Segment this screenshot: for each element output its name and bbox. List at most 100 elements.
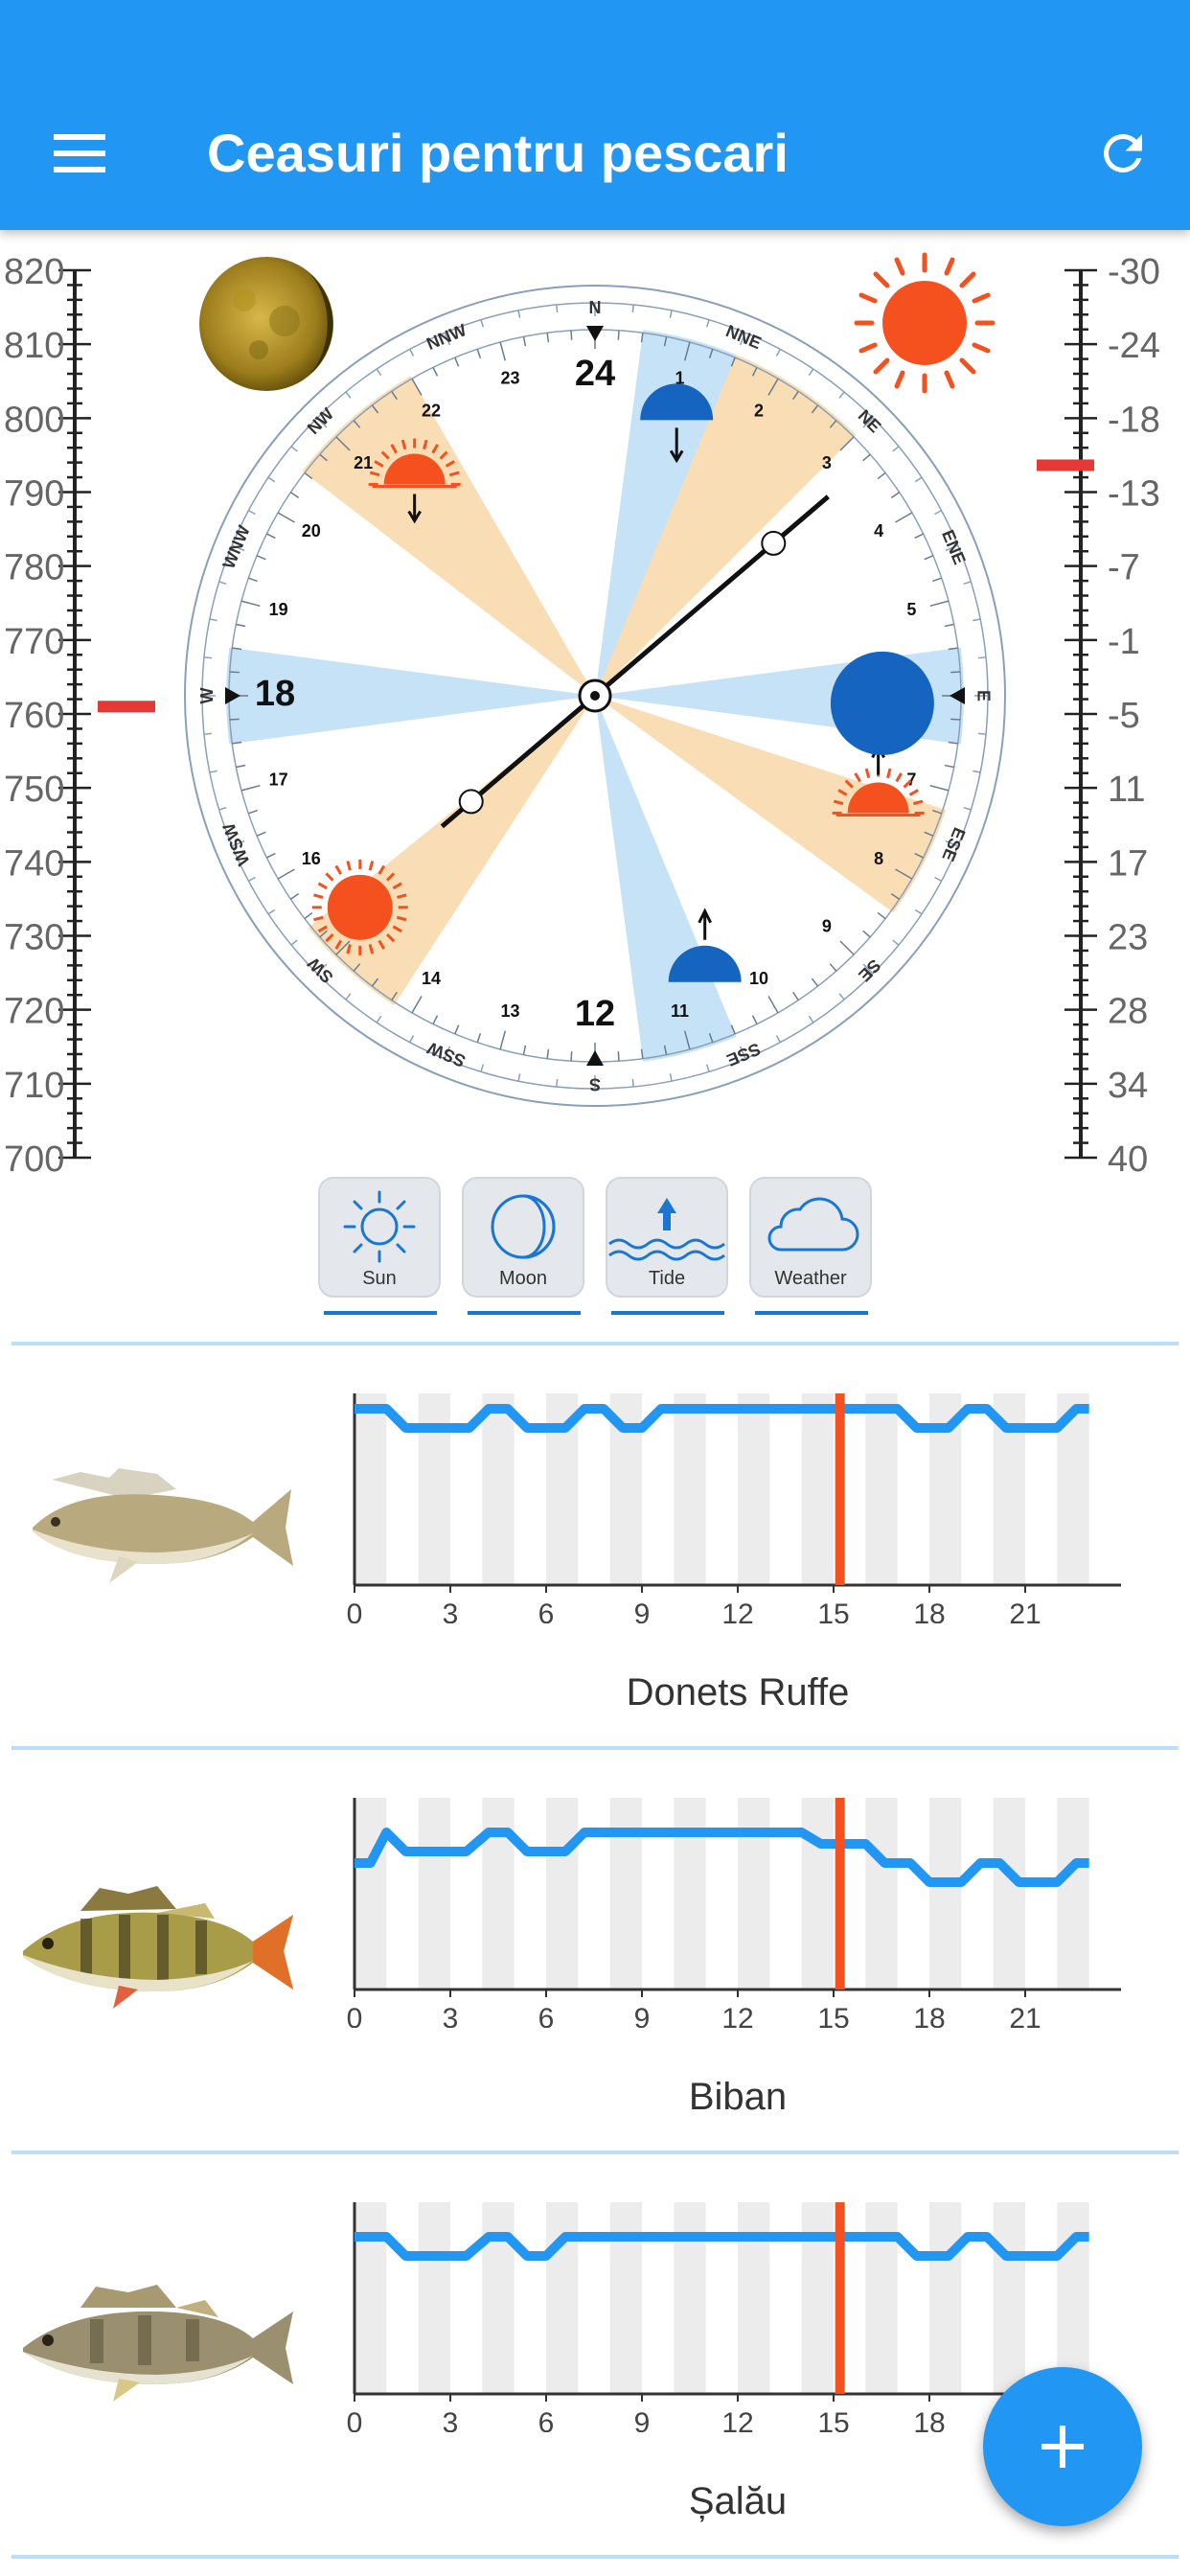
sun-ray [431,444,439,454]
compass-tick [945,544,959,552]
compass-tick [248,510,256,516]
compass-tick [316,417,328,428]
hour-tick [877,911,886,920]
compass-tick [705,1064,710,1072]
hour-label: 16 [302,849,321,868]
sun-ray [886,768,892,779]
hour-tick [371,978,379,987]
hour-tick [256,831,266,837]
compass-tick [345,993,352,1000]
toggle-weather-indicator [755,1311,868,1315]
sun-ray [385,872,396,882]
clock-hand-marker [761,530,787,556]
toggle-moon[interactable]: Moon [462,1177,584,1298]
compass-tick [316,963,328,975]
toggle-moon-label: Moon [498,1268,548,1289]
sun-ray [368,861,375,871]
hour-band [801,2202,834,2394]
hour-tick [924,555,934,561]
pressure-scale: 820 810 800 790 780 770 760 750 740 730 720 710 700 [4,252,155,1180]
compass-tick [409,349,415,356]
compass-tick [444,332,451,346]
fish-card[interactable]: 0 3 6 9 12 15 18 21 Donets Ruffe [0,1346,1190,1738]
moonset-icon [640,383,714,464]
compass-tick [892,446,900,452]
hour-label: 17 [269,770,288,789]
x-tick-label: 12 [721,1598,753,1623]
compass-tick [705,319,710,328]
compass-tick [945,840,959,847]
x-tick-label: 3 [443,2407,459,2432]
hour-band [865,1393,898,1585]
hour-tick [708,349,714,358]
hour-band [1057,1798,1089,1990]
scale-label: 730 [4,918,64,958]
hour-label: 21 [354,453,373,472]
divider [11,1342,1179,1346]
refresh-button[interactable] [1083,113,1163,194]
hour-tick [570,1051,573,1062]
sun-ray [864,768,871,779]
x-tick-label: 15 [817,2407,849,2432]
compass-tick [838,391,845,399]
hour-tick [476,349,482,358]
compass-tick [444,1046,451,1060]
scale-label: -5 [1108,696,1140,736]
sun-ray [908,789,919,796]
sun-ray [380,450,390,460]
tide-icon [608,1198,725,1261]
sun-ray [325,872,334,882]
hour-tick [948,647,958,651]
hour-tick [454,1024,460,1035]
compass-tick [409,1035,415,1043]
compass-tick [775,1035,781,1043]
toggle-weather[interactable]: Weather [749,1177,872,1298]
sun-ray [334,864,343,875]
moon-icon [830,651,934,755]
compass-tick [218,581,227,586]
toggle-tide[interactable]: Tide [606,1177,728,1298]
hour-tick [304,472,313,480]
sun-ray [854,772,861,783]
hour-tick [236,764,246,769]
hour-tick [353,963,361,972]
x-tick-label: 15 [817,1598,849,1623]
hour-tick [890,492,901,498]
hour-tick [232,647,242,651]
sun-ray [317,925,328,933]
clock-hand-marker [458,789,484,815]
clock-outer-ring [184,285,1006,1107]
scale-label: -7 [1108,548,1140,588]
compass-tick [480,1064,485,1072]
toggle-sun[interactable]: Sun [318,1177,441,1298]
sun-sector [302,376,595,696]
x-tick-label: 15 [817,2003,849,2028]
x-tick-label: 3 [443,2003,459,2028]
hour-tick [751,367,758,377]
sun-ray [317,882,328,890]
activity-chart: 0 3 6 9 12 15 18 21 [347,1393,1121,1623]
divider [11,1746,1179,1750]
scale-label: 780 [4,548,64,588]
scale-label: 28 [1108,992,1148,1032]
menu-button[interactable] [38,113,125,190]
hour-tick [767,996,779,1014]
hour-band [355,1393,387,1585]
hour-tick [683,1030,691,1050]
x-tick-label: 0 [347,2407,363,2432]
x-tick-label: 0 [347,1598,363,1623]
hour-label: 4 [874,521,883,540]
hour-tick [240,784,261,792]
sun-ray [445,460,455,468]
add-fish-button[interactable] [983,2367,1142,2526]
x-tick-label: 18 [913,2407,945,2432]
compass-tick [934,510,942,516]
hour-band [674,1393,706,1585]
fish-card[interactable]: 0 3 6 9 12 15 18 21 Biban [0,1750,1190,2143]
x-tick-label: 9 [634,2407,651,2432]
x-tick-label: 18 [913,1598,945,1623]
hour-tick [914,852,924,859]
hour-tick [570,330,573,340]
fish-name: Donets Ruffe [626,1671,850,1714]
hour-band [482,1393,515,1585]
